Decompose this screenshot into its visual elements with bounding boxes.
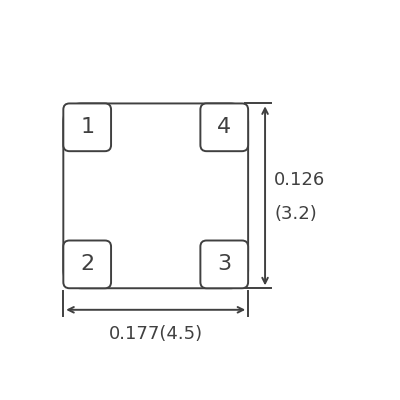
Text: 0.126: 0.126 [274, 172, 326, 190]
FancyBboxPatch shape [63, 240, 111, 288]
FancyBboxPatch shape [200, 104, 248, 151]
Text: 4: 4 [217, 117, 231, 137]
Text: 3: 3 [217, 254, 231, 274]
Text: 2: 2 [80, 254, 94, 274]
FancyBboxPatch shape [63, 104, 248, 288]
FancyBboxPatch shape [63, 104, 111, 151]
Text: 0.177(4.5): 0.177(4.5) [109, 325, 203, 343]
Text: (3.2): (3.2) [274, 205, 317, 223]
FancyBboxPatch shape [200, 240, 248, 288]
Text: 1: 1 [80, 117, 94, 137]
